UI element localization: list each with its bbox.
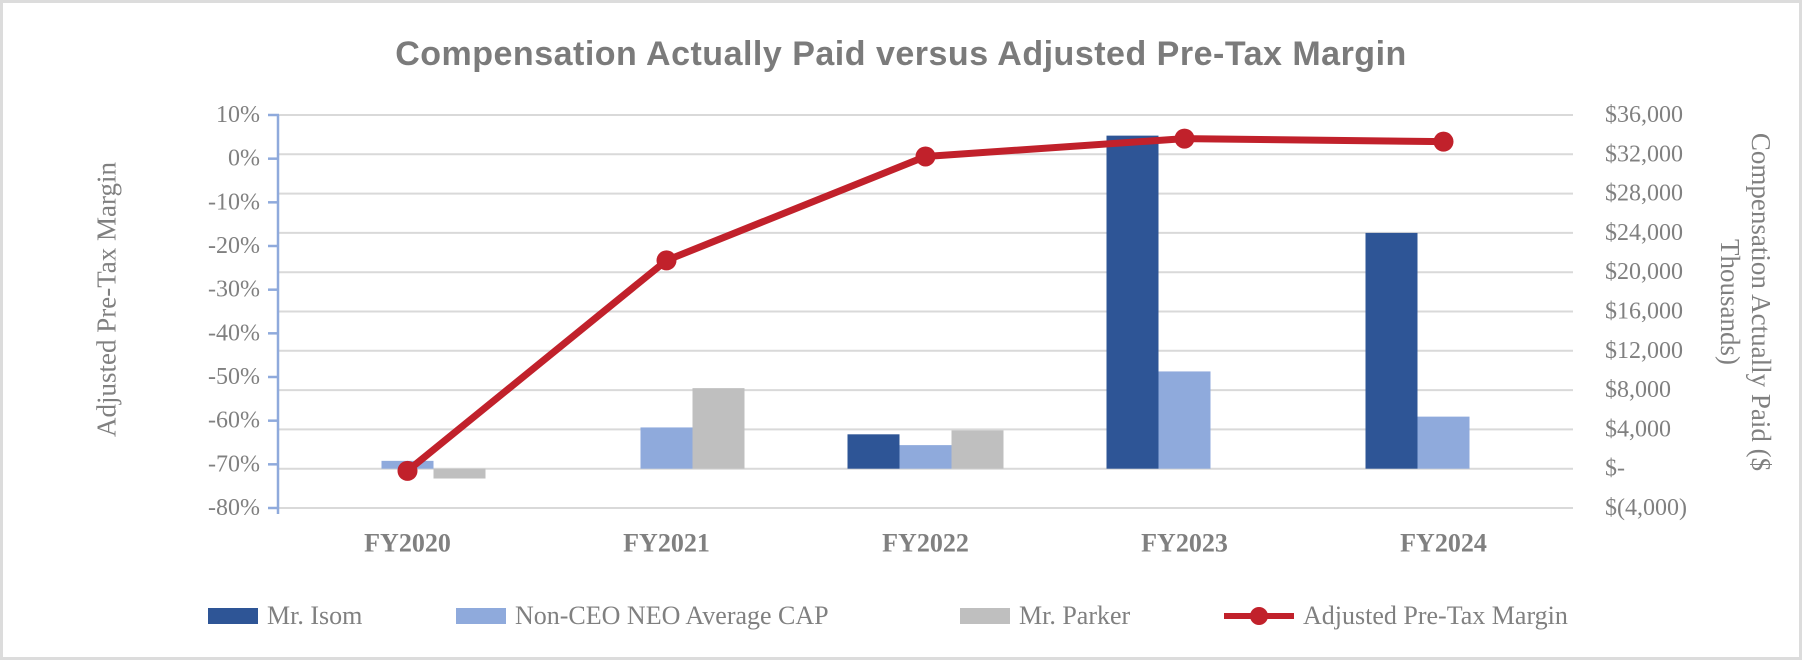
legend-label-nonceo: Non-CEO NEO Average CAP xyxy=(515,601,829,630)
svg-text:$32,000: $32,000 xyxy=(1605,141,1683,167)
parker-bar-swatch-icon xyxy=(960,608,1010,624)
isom-bar-swatch-icon xyxy=(208,608,258,624)
legend-item-isom: Mr. Isom xyxy=(208,600,362,632)
svg-text:$24,000: $24,000 xyxy=(1605,220,1683,246)
svg-text:$4,000: $4,000 xyxy=(1605,416,1671,442)
svg-text:-80%: -80% xyxy=(208,495,260,521)
bars-isom xyxy=(847,135,1418,469)
legend-label-parker: Mr. Parker xyxy=(1019,601,1131,630)
legend-item-nonceo: Non-CEO NEO Average CAP xyxy=(456,600,829,632)
right-tick-labels: $36,000 $32,000 $28,000 $24,000 $20,000 $16,0… xyxy=(1605,102,1687,521)
svg-text:0%: 0% xyxy=(228,146,260,172)
svg-text:$8,000: $8,000 xyxy=(1605,377,1671,403)
bars-parker xyxy=(433,388,1004,479)
margin-line-swatch-icon xyxy=(1224,606,1294,626)
svg-text:FY2023: FY2023 xyxy=(1141,529,1228,558)
svg-text:$12,000: $12,000 xyxy=(1605,338,1683,364)
svg-text:-10%: -10% xyxy=(208,189,260,215)
left-axis xyxy=(268,113,280,514)
svg-text:FY2021: FY2021 xyxy=(623,529,710,558)
svg-text:$36,000: $36,000 xyxy=(1605,102,1683,128)
legend-item-parker: Mr. Parker xyxy=(960,600,1130,632)
legend-label-isom: Mr. Isom xyxy=(267,601,363,630)
legend: Mr. Isom Non-CEO NEO Average CAP Mr. Par… xyxy=(3,600,1799,640)
svg-text:FY2024: FY2024 xyxy=(1400,529,1487,558)
svg-text:$-: $- xyxy=(1605,456,1625,482)
svg-text:FY2022: FY2022 xyxy=(882,529,969,558)
svg-text:-30%: -30% xyxy=(208,277,260,303)
svg-text:$28,000: $28,000 xyxy=(1605,181,1683,207)
svg-text:10%: 10% xyxy=(216,102,260,128)
margin-line xyxy=(397,128,1454,481)
bars-nonceo xyxy=(381,371,1470,469)
svg-text:-60%: -60% xyxy=(208,408,260,434)
svg-text:FY2020: FY2020 xyxy=(364,529,451,558)
svg-text:-20%: -20% xyxy=(208,233,260,259)
svg-text:$16,000: $16,000 xyxy=(1605,299,1683,325)
svg-text:-50%: -50% xyxy=(208,364,260,390)
chart-title: Compensation Actually Paid versus Adjust… xyxy=(395,35,1407,73)
legend-item-margin: Adjusted Pre-Tax Margin xyxy=(1224,600,1568,632)
plot-area: 10% 0% -10% -20% -30% -40% -50% -60% -70% -80% $36… xyxy=(208,102,1687,558)
legend-label-margin: Adjusted Pre-Tax Margin xyxy=(1303,601,1568,630)
svg-text:-40%: -40% xyxy=(208,320,260,346)
nonceo-bar-swatch-icon xyxy=(456,608,506,624)
svg-text:-70%: -70% xyxy=(208,451,260,477)
svg-text:$20,000: $20,000 xyxy=(1605,259,1683,285)
left-tick-labels: 10% 0% -10% -20% -30% -40% -50% -60% -70% -80% xyxy=(208,102,260,521)
category-labels: FY2020 FY2021 FY2022 FY2023 FY2024 xyxy=(364,529,1487,558)
svg-text:$(4,000): $(4,000) xyxy=(1605,495,1687,521)
